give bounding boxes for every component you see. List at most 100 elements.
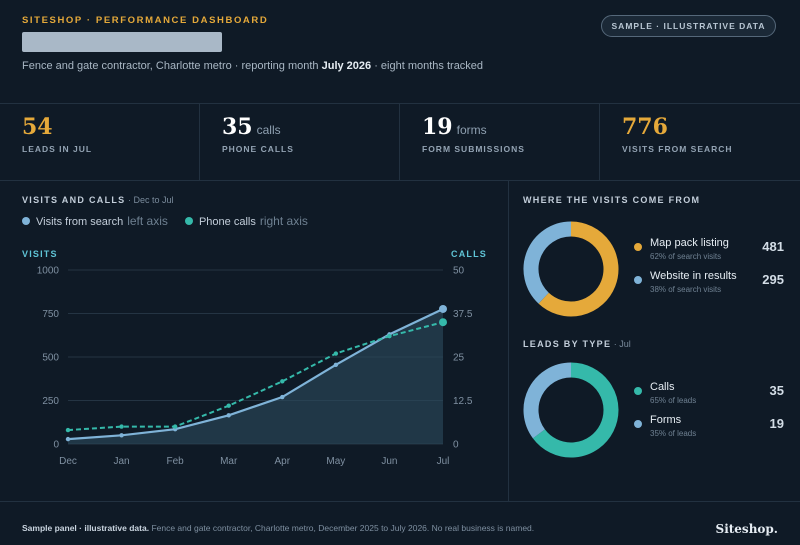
- right-tick-label: 12.5: [453, 396, 473, 407]
- lead-calls-swatch: [634, 387, 642, 395]
- source-website-name: Website in results: [650, 270, 737, 282]
- subtitle-pre: Fence and gate contractor, Charlotte met…: [22, 60, 322, 72]
- calls-point: [65, 427, 71, 433]
- legend-calls-label: Phone calls: [198, 216, 256, 228]
- calls-point: [439, 318, 447, 327]
- footer-note-bold: Sample panel · illustrative data.: [22, 523, 150, 533]
- kpi-visits: 776 VISITS FROM SEARCH: [600, 104, 800, 181]
- kpi-strip: 54 LEADS IN JUL 35 calls PHONE CALLS 19 fo…: [0, 103, 800, 181]
- calls-point: [387, 333, 392, 339]
- calls-point: [172, 424, 178, 429]
- source-website-value: 295: [762, 272, 784, 287]
- chart-title: VISITS AND CALLS · Dec to Jul: [22, 195, 174, 205]
- leads-slice-0: [532, 362, 619, 458]
- leads-title-note: · Jul: [611, 339, 631, 349]
- x-tick-label: May: [326, 456, 345, 467]
- x-tick-label: Dec: [59, 456, 77, 467]
- chart-title-text: VISITS AND CALLS: [22, 195, 126, 205]
- subtitle-post: · eight months tracked: [371, 60, 484, 72]
- left-tick-label: 500: [42, 353, 59, 364]
- line-chart: VISITS CALLS 0 250 500 750 1000 0 12.5 25 37.5 50 De…: [22, 249, 487, 467]
- source-website-share: 38% of search visits: [650, 285, 722, 294]
- lead-row-forms: Forms 35% of leads 19: [634, 414, 784, 444]
- kpi-forms: 19 forms FORM SUBMISSIONS: [400, 104, 600, 181]
- chart-title-note: · Dec to Jul: [125, 195, 174, 205]
- kpi-forms-unit: forms: [456, 123, 487, 137]
- calls-line: [67, 321, 444, 432]
- x-tick-label: Apr: [275, 456, 291, 467]
- kpi-calls-unit: calls: [256, 123, 281, 137]
- legend-visits-label: Visits from search: [36, 216, 124, 228]
- report-subtitle: Fence and gate contractor, Charlotte met…: [22, 60, 483, 72]
- visits-point: [65, 436, 71, 442]
- source-map-pack-value: 481: [762, 239, 784, 254]
- footer-note-text: Fence and gate contractor, Charlotte met…: [149, 523, 535, 533]
- source-website-swatch: [634, 276, 642, 284]
- left-axis-title: VISITS: [22, 249, 58, 259]
- left-tick-label: 750: [42, 309, 59, 320]
- leads-donut: [523, 362, 619, 458]
- footer: Sample panel · illustrative data. Fence …: [0, 501, 800, 545]
- source-row-website: Website in results 38% of search visits …: [634, 270, 784, 300]
- right-tick-label: 50: [453, 266, 465, 277]
- lead-forms-swatch: [634, 420, 642, 428]
- lead-calls-share: 65% of leads: [650, 396, 697, 405]
- leads-title-text: LEADS BY TYPE: [523, 339, 612, 349]
- kpi-calls: 35 calls PHONE CALLS: [200, 104, 400, 181]
- kpi-forms-label: FORM SUBMISSIONS: [422, 144, 525, 154]
- leads-slice-1: [523, 362, 572, 439]
- chart-legend: Visits from search left axis Phone calls r…: [22, 214, 322, 228]
- sources-title: WHERE THE VISITS COME FROM: [523, 195, 701, 205]
- lead-calls-name: Calls: [650, 381, 675, 393]
- lead-forms-share: 35% of leads: [650, 429, 697, 438]
- calls-point: [333, 351, 339, 356]
- visits-point: [280, 394, 285, 400]
- kpi-visits-value: 776: [622, 114, 668, 140]
- lead-forms-value: 19: [769, 416, 784, 431]
- left-tick-label: 250: [42, 396, 59, 407]
- kpi-leads-label: LEADS IN JUL: [22, 144, 93, 154]
- source-map-pack-swatch: [634, 243, 642, 251]
- left-tick-label: 1000: [37, 266, 60, 277]
- right-tick-label: 25: [453, 353, 465, 364]
- visits-point: [333, 362, 339, 368]
- kpi-leads: 54 LEADS IN JUL: [0, 104, 200, 181]
- legend-calls-swatch: [184, 217, 193, 225]
- calls-point: [226, 403, 231, 408]
- source-map-pack-name: Map pack listing: [650, 237, 729, 249]
- kpi-visits-label: VISITS FROM SEARCH: [622, 144, 733, 154]
- kpi-leads-value: 54: [22, 114, 53, 140]
- right-tick-label: 37.5: [453, 309, 473, 320]
- redacted-title-bar: [22, 32, 222, 52]
- visits-area: [68, 308, 443, 444]
- legend-calls-axis: right axis: [259, 214, 308, 228]
- kpi-forms-number: 19: [422, 114, 453, 140]
- sources-slice-0: [538, 221, 619, 317]
- subtitle-month: July 2026: [321, 60, 372, 72]
- lead-row-calls: Calls 65% of leads 35: [634, 381, 784, 411]
- x-tick-label: Jun: [381, 456, 397, 467]
- footer-note: Sample panel · illustrative data. Fence …: [22, 523, 534, 533]
- siteshop-logo: Siteshop.: [715, 522, 778, 536]
- right-axis-title: CALLS: [451, 249, 487, 259]
- kpi-leads-number: 54: [22, 114, 53, 140]
- legend-visits-swatch: [22, 217, 30, 225]
- sources-slice-1: [523, 221, 572, 304]
- visits-calls-panel: VISITS AND CALLS · Dec to Jul Visits fro…: [0, 181, 509, 501]
- left-tick-label: 0: [53, 440, 59, 451]
- kpi-calls-value: 35 calls: [222, 114, 281, 140]
- kpi-visits-number: 776: [622, 114, 668, 140]
- lead-calls-value: 35: [769, 383, 784, 398]
- header: SITESHOP · PERFORMANCE DASHBOARD Fence a…: [0, 0, 800, 103]
- x-tick-label: Feb: [167, 456, 185, 467]
- kpi-forms-value: 19 forms: [422, 114, 487, 140]
- lead-forms-name: Forms: [650, 414, 682, 426]
- sources-donut: [523, 221, 619, 317]
- visits-point: [439, 304, 447, 313]
- legend-visits-axis: left axis: [127, 214, 168, 228]
- kpi-calls-label: PHONE CALLS: [222, 144, 294, 154]
- sample-badge: SAMPLE · ILLUSTRATIVE DATA: [601, 15, 776, 37]
- leads-title: LEADS BY TYPE · Jul: [523, 339, 631, 349]
- right-tick-label: 0: [453, 440, 459, 451]
- calls-point: [119, 424, 124, 429]
